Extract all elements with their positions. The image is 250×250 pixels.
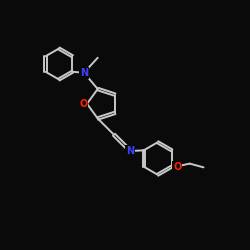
Text: O: O — [79, 99, 88, 109]
Text: N: N — [80, 68, 88, 78]
Text: N: N — [126, 146, 134, 156]
Text: O: O — [173, 162, 182, 172]
